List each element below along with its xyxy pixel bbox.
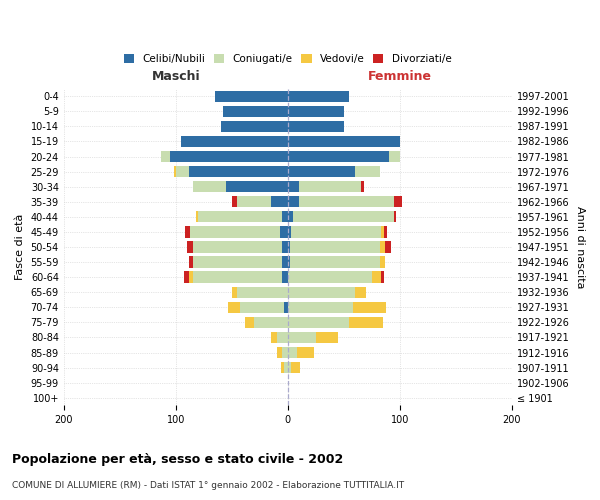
Bar — [372, 272, 380, 283]
Bar — [284, 362, 288, 373]
Bar — [349, 316, 383, 328]
Bar — [297, 347, 314, 358]
Bar — [193, 181, 226, 192]
Bar — [181, 136, 288, 147]
Bar — [288, 136, 400, 147]
Bar — [290, 242, 380, 252]
Bar — [245, 316, 254, 328]
Bar — [316, 332, 338, 343]
Text: Femmine: Femmine — [368, 70, 432, 84]
Bar — [238, 286, 288, 298]
Bar — [189, 272, 193, 283]
Bar — [229, 302, 239, 313]
Bar — [185, 226, 190, 237]
Bar — [238, 196, 271, 207]
Bar — [288, 196, 299, 207]
Bar — [385, 242, 391, 252]
Bar — [288, 211, 293, 222]
Bar — [280, 226, 288, 237]
Bar — [284, 302, 288, 313]
Bar — [282, 256, 288, 268]
Bar — [299, 196, 394, 207]
Bar — [184, 272, 189, 283]
Text: Maschi: Maschi — [151, 70, 200, 84]
Bar — [190, 226, 280, 237]
Bar — [198, 211, 282, 222]
Bar — [394, 196, 402, 207]
Bar — [361, 181, 364, 192]
Bar — [288, 256, 290, 268]
Bar — [380, 242, 385, 252]
Bar — [193, 272, 282, 283]
Bar — [288, 316, 349, 328]
Bar — [193, 242, 282, 252]
Bar — [288, 242, 290, 252]
Bar — [288, 272, 372, 283]
Bar — [193, 256, 282, 268]
Bar — [187, 242, 193, 252]
Bar — [226, 181, 288, 192]
Bar — [288, 151, 389, 162]
Y-axis label: Anni di nascita: Anni di nascita — [575, 206, 585, 288]
Bar — [290, 256, 380, 268]
Bar — [394, 211, 397, 222]
Bar — [221, 120, 288, 132]
Bar — [271, 196, 288, 207]
Bar — [288, 120, 344, 132]
Bar — [277, 332, 288, 343]
Bar — [288, 90, 349, 102]
Bar — [288, 332, 316, 343]
Bar — [291, 362, 300, 373]
Bar — [277, 347, 282, 358]
Bar — [282, 272, 288, 283]
Bar — [281, 362, 284, 373]
Bar — [288, 286, 355, 298]
Bar — [196, 211, 198, 222]
Bar — [232, 286, 238, 298]
Bar — [288, 166, 355, 177]
Bar — [223, 106, 288, 117]
Bar — [176, 166, 189, 177]
Bar — [288, 362, 291, 373]
Bar — [288, 302, 353, 313]
Bar — [239, 302, 284, 313]
Bar — [291, 226, 380, 237]
Legend: Celibi/Nubili, Coniugati/e, Vedovi/e, Divorziati/e: Celibi/Nubili, Coniugati/e, Vedovi/e, Di… — [120, 50, 455, 68]
Y-axis label: Fasce di età: Fasce di età — [15, 214, 25, 280]
Bar — [384, 226, 388, 237]
Bar — [215, 90, 288, 102]
Bar — [355, 286, 366, 298]
Bar — [282, 211, 288, 222]
Bar — [380, 256, 385, 268]
Bar — [282, 242, 288, 252]
Bar — [173, 166, 176, 177]
Bar — [254, 316, 288, 328]
Bar — [389, 151, 400, 162]
Bar — [353, 302, 386, 313]
Bar — [380, 272, 384, 283]
Bar — [189, 166, 288, 177]
Bar — [232, 196, 238, 207]
Bar — [170, 151, 288, 162]
Bar — [271, 332, 277, 343]
Bar — [380, 226, 384, 237]
Bar — [189, 256, 193, 268]
Bar — [299, 181, 361, 192]
Bar — [161, 151, 170, 162]
Bar — [288, 226, 291, 237]
Bar — [282, 347, 288, 358]
Text: COMUNE DI ALLUMIERE (RM) - Dati ISTAT 1° gennaio 2002 - Elaborazione TUTTITALIA.: COMUNE DI ALLUMIERE (RM) - Dati ISTAT 1°… — [12, 481, 404, 490]
Bar — [293, 211, 394, 222]
Bar — [288, 347, 297, 358]
Bar — [288, 106, 344, 117]
Bar — [355, 166, 380, 177]
Bar — [288, 181, 299, 192]
Text: Popolazione per età, sesso e stato civile - 2002: Popolazione per età, sesso e stato civil… — [12, 452, 343, 466]
